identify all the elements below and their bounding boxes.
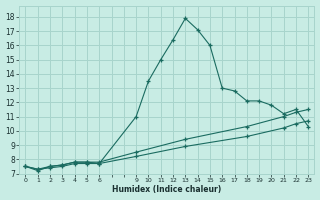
X-axis label: Humidex (Indice chaleur): Humidex (Indice chaleur)	[112, 185, 221, 194]
